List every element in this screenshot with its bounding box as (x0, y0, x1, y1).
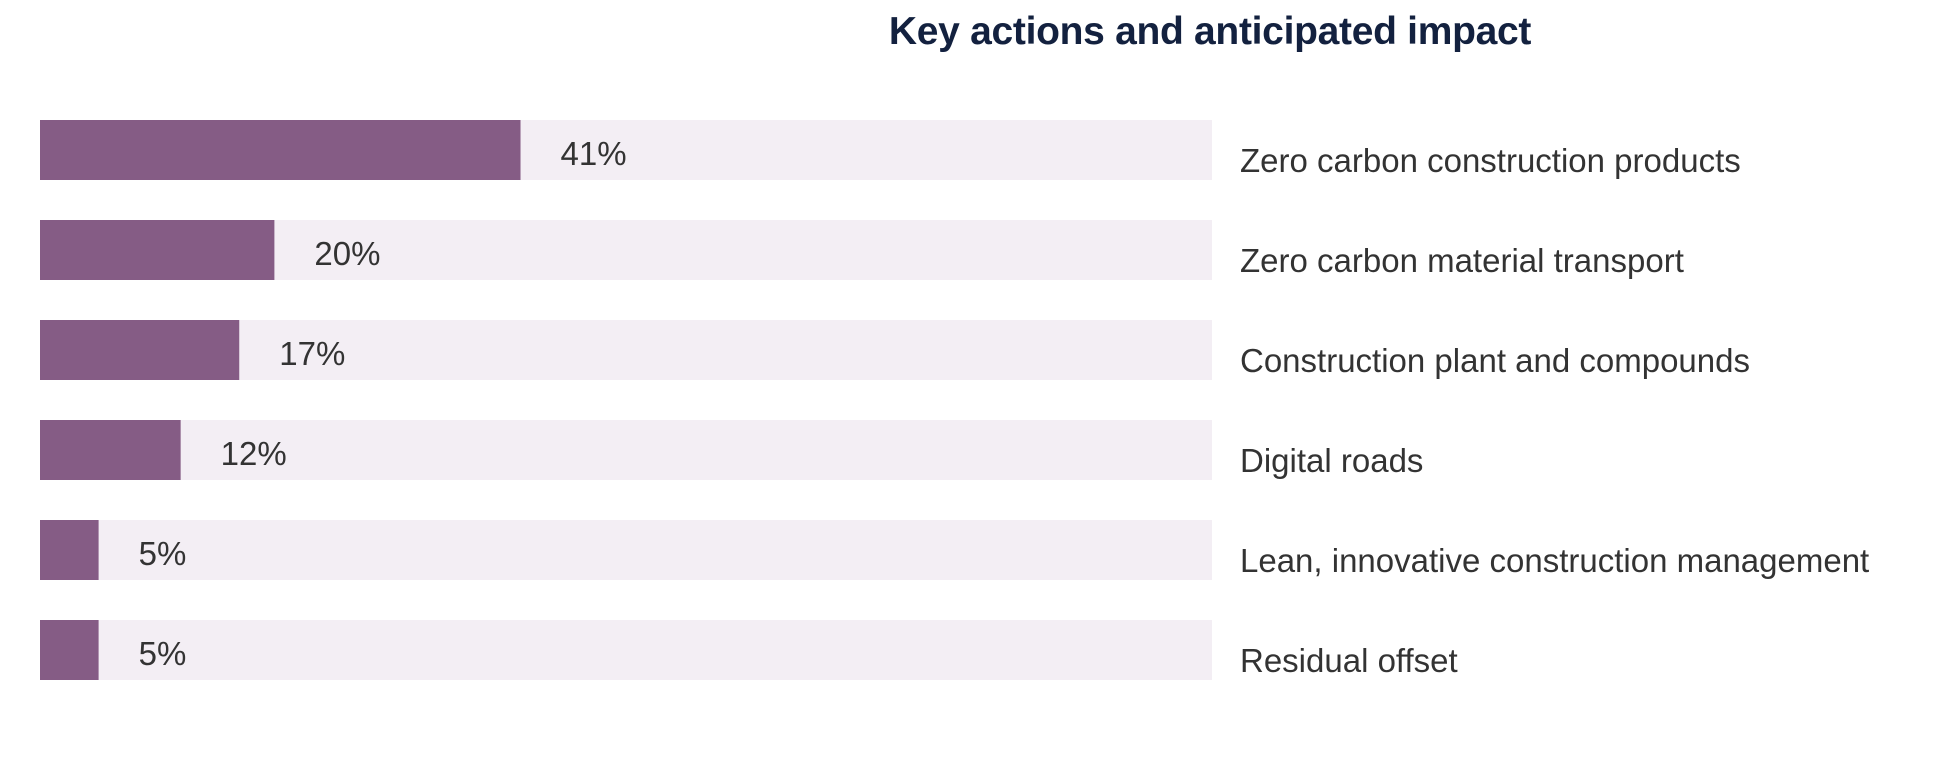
category-label: Construction plant and compounds (1240, 342, 1750, 379)
bar-value-label: 12% (221, 435, 287, 472)
bar-track (40, 620, 1212, 680)
bar (40, 420, 181, 480)
bar-value-label: 5% (139, 635, 187, 672)
bar-track (40, 420, 1212, 480)
bar-track (40, 520, 1212, 580)
bar-value-label: 20% (314, 235, 380, 272)
bar (40, 520, 99, 580)
bar-value-label: 5% (139, 535, 187, 572)
bar-row: 5% Residual offset (40, 620, 1458, 680)
category-label: Digital roads (1240, 442, 1423, 479)
category-label: Lean, innovative construction management (1240, 542, 1869, 579)
category-label: Zero carbon construction products (1240, 142, 1741, 179)
bar-value-label: 17% (279, 335, 345, 372)
chart-title: Key actions and anticipated impact (888, 10, 1532, 53)
bar (40, 220, 275, 280)
bar-row: 5% Lean, innovative construction manageme… (40, 520, 1869, 580)
bar (40, 120, 521, 180)
bar-value-label: 41% (561, 135, 627, 172)
bar-row: 20% Zero carbon material transport (40, 220, 1684, 280)
category-label: Zero carbon material transport (1240, 242, 1684, 279)
bar-row: 17% Construction plant and compounds (40, 320, 1750, 380)
bar-row: 12% Digital roads (40, 420, 1423, 480)
bar (40, 620, 99, 680)
bar (40, 320, 240, 380)
category-label: Residual offset (1240, 642, 1458, 679)
bar-row: 41% Zero carbon construction products (40, 120, 1741, 180)
